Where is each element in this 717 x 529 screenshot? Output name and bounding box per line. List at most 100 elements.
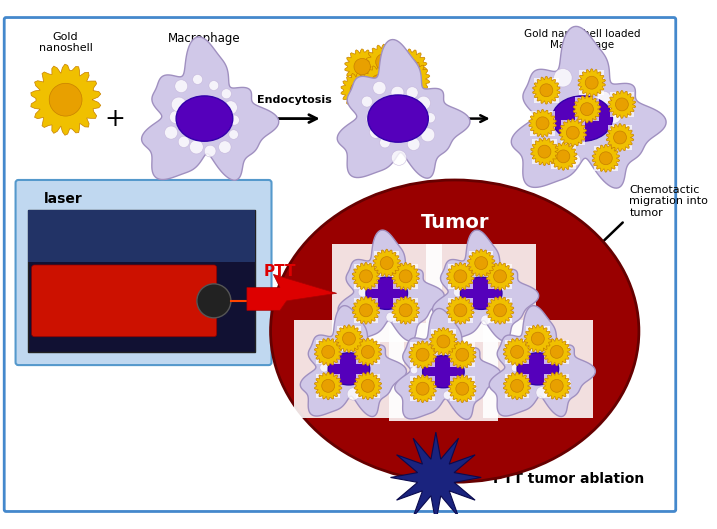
- Circle shape: [425, 113, 435, 123]
- Circle shape: [443, 391, 452, 399]
- Polygon shape: [345, 49, 380, 85]
- Polygon shape: [395, 308, 501, 419]
- Text: Tumor: Tumor: [420, 213, 489, 232]
- Circle shape: [458, 359, 467, 368]
- Text: laser: laser: [44, 192, 82, 206]
- Circle shape: [410, 367, 418, 374]
- Circle shape: [369, 126, 381, 138]
- Circle shape: [380, 138, 390, 148]
- Polygon shape: [409, 375, 437, 403]
- FancyBboxPatch shape: [394, 264, 418, 289]
- Circle shape: [391, 86, 404, 99]
- FancyBboxPatch shape: [544, 340, 569, 364]
- Circle shape: [328, 342, 340, 354]
- FancyBboxPatch shape: [410, 342, 435, 367]
- Circle shape: [456, 382, 469, 395]
- Circle shape: [229, 115, 239, 125]
- Circle shape: [569, 154, 581, 166]
- FancyBboxPatch shape: [356, 373, 380, 398]
- Circle shape: [594, 153, 611, 169]
- Polygon shape: [503, 372, 531, 400]
- Polygon shape: [533, 76, 560, 104]
- Circle shape: [371, 75, 387, 91]
- Circle shape: [453, 287, 462, 297]
- Polygon shape: [578, 69, 605, 97]
- Circle shape: [376, 54, 392, 70]
- Circle shape: [350, 82, 366, 98]
- Circle shape: [538, 145, 551, 158]
- Circle shape: [511, 345, 523, 358]
- Circle shape: [402, 298, 414, 311]
- Ellipse shape: [460, 277, 502, 309]
- Polygon shape: [531, 138, 559, 166]
- Circle shape: [581, 103, 594, 115]
- Circle shape: [386, 312, 396, 322]
- Text: Gold
nanoshell: Gold nanoshell: [39, 32, 92, 53]
- Polygon shape: [392, 262, 419, 290]
- Circle shape: [404, 71, 420, 87]
- Circle shape: [229, 130, 238, 139]
- Circle shape: [616, 134, 631, 149]
- Polygon shape: [449, 341, 476, 369]
- Polygon shape: [574, 95, 601, 123]
- Circle shape: [407, 138, 420, 150]
- FancyBboxPatch shape: [469, 251, 493, 276]
- Polygon shape: [449, 375, 476, 403]
- FancyBboxPatch shape: [356, 340, 380, 364]
- Circle shape: [364, 263, 374, 274]
- Circle shape: [540, 335, 551, 347]
- Circle shape: [416, 348, 429, 361]
- Ellipse shape: [270, 180, 639, 482]
- FancyBboxPatch shape: [316, 340, 341, 364]
- FancyBboxPatch shape: [28, 210, 255, 262]
- Circle shape: [604, 106, 622, 124]
- FancyBboxPatch shape: [450, 377, 475, 401]
- Text: Endocytosis: Endocytosis: [257, 95, 331, 105]
- Circle shape: [350, 339, 361, 350]
- FancyBboxPatch shape: [579, 70, 604, 95]
- Polygon shape: [409, 341, 437, 369]
- Circle shape: [460, 308, 468, 317]
- FancyBboxPatch shape: [609, 92, 634, 117]
- FancyBboxPatch shape: [608, 125, 632, 150]
- Circle shape: [493, 270, 506, 282]
- Circle shape: [419, 388, 429, 399]
- Circle shape: [359, 304, 372, 317]
- Polygon shape: [354, 372, 381, 400]
- Text: +: +: [104, 106, 125, 131]
- Circle shape: [536, 387, 548, 399]
- Polygon shape: [592, 144, 619, 172]
- Polygon shape: [247, 275, 337, 311]
- Circle shape: [193, 75, 203, 85]
- Polygon shape: [315, 338, 342, 366]
- Circle shape: [399, 270, 412, 282]
- FancyBboxPatch shape: [448, 264, 473, 289]
- FancyBboxPatch shape: [4, 17, 675, 512]
- Polygon shape: [489, 306, 595, 416]
- Circle shape: [456, 348, 469, 361]
- Circle shape: [557, 150, 570, 163]
- Circle shape: [320, 363, 328, 372]
- Polygon shape: [392, 49, 427, 85]
- Circle shape: [179, 136, 189, 148]
- Circle shape: [417, 96, 430, 110]
- Circle shape: [368, 304, 378, 314]
- Polygon shape: [354, 338, 381, 366]
- Circle shape: [541, 116, 555, 130]
- Polygon shape: [559, 119, 587, 147]
- Polygon shape: [429, 327, 457, 355]
- Polygon shape: [486, 262, 514, 290]
- FancyBboxPatch shape: [450, 342, 475, 367]
- Circle shape: [416, 382, 429, 395]
- Ellipse shape: [552, 96, 612, 141]
- Ellipse shape: [368, 95, 428, 142]
- FancyBboxPatch shape: [505, 340, 529, 364]
- Circle shape: [322, 345, 335, 358]
- Polygon shape: [447, 262, 474, 290]
- Polygon shape: [392, 296, 419, 324]
- Circle shape: [171, 97, 186, 112]
- FancyBboxPatch shape: [32, 265, 217, 337]
- Polygon shape: [432, 230, 538, 341]
- Text: PTT: PTT: [264, 264, 296, 279]
- Circle shape: [493, 304, 506, 317]
